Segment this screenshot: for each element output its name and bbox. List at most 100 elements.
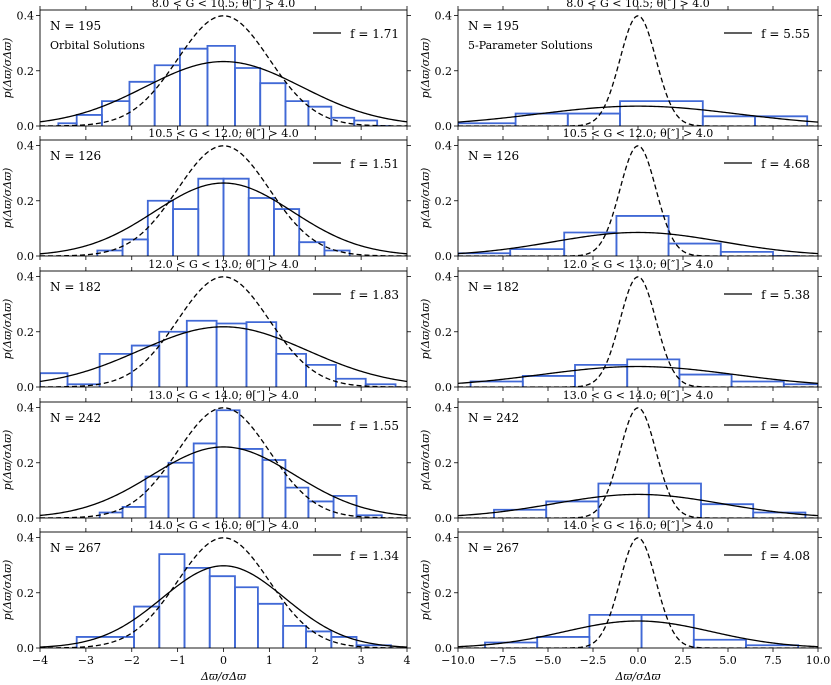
panel-right-4: 0.0 0.2 0.4 p(Δϖ/σΔϖ) 13.0 < G < 14.0; θ[″] …	[419, 389, 822, 525]
histogram	[458, 100, 809, 126]
panel-title: 8.0 < G < 10.5; θ[″] > 4.0	[152, 0, 295, 10]
panel-right-3: 0.0 0.2 0.4 p(Δϖ/σΔϖ) 12.0 < G < 13.0; θ[″] …	[419, 258, 822, 394]
legend-f-label: f = 4.68	[761, 157, 810, 171]
histogram	[484, 613, 800, 648]
histogram-bar	[75, 636, 135, 648]
histogram-bar	[172, 208, 200, 256]
panel-title: 10.5 < G < 12.0; θ[″] > 4.0	[148, 127, 298, 140]
x-tick-label: −2.5	[580, 654, 607, 667]
x-tick-label: −10.0	[441, 654, 475, 667]
scaled-normal-curve	[458, 620, 818, 648]
histogram-bar	[640, 613, 695, 648]
x-tick-label: −3	[78, 654, 94, 667]
histogram-bar	[257, 602, 285, 648]
histogram-bar	[284, 100, 310, 126]
unit-normal-curve	[458, 276, 818, 387]
y-tick-label: 0.0	[435, 381, 453, 394]
y-tick-label: 0.2	[435, 195, 453, 208]
y-axis-label: p(Δϖ/σΔϖ)	[419, 38, 432, 99]
sample-size-label: N = 267	[468, 541, 519, 555]
histogram-bar	[700, 503, 755, 518]
histogram-bar	[121, 238, 149, 256]
histogram-bar	[647, 482, 702, 518]
histogram-bar	[353, 119, 379, 126]
x-tick-label: −7.5	[490, 654, 517, 667]
histogram-bar	[282, 625, 307, 648]
sample-size-label: N = 182	[50, 280, 101, 294]
y-tick-label: 0.2	[435, 65, 453, 78]
legend-f-label: f = 4.67	[761, 419, 810, 433]
histogram-bar	[745, 644, 800, 648]
histogram-bar	[678, 373, 733, 387]
y-tick-label: 0.4	[435, 402, 453, 415]
histogram-bar	[588, 613, 643, 648]
histogram-bar	[183, 567, 211, 648]
histogram	[458, 215, 800, 256]
y-axis-label: p(Δϖ/σΔϖ)	[1, 299, 14, 360]
histogram-bar	[167, 461, 195, 518]
histogram-bar	[730, 380, 785, 387]
legend-f-label: f = 1.71	[350, 27, 399, 41]
x-tick-label: −1	[170, 654, 186, 667]
y-tick-label: 0.0	[17, 250, 35, 263]
y-tick-label: 0.2	[17, 587, 35, 600]
y-axis-label: p(Δϖ/σΔϖ)	[419, 430, 432, 491]
panel-left-5: 0.0 0.2 0.4 p(Δϖ/σΔϖ) 14.0 < G < 16.0; θ[″] …	[1, 519, 411, 683]
histogram-bar	[96, 249, 124, 256]
scaled-normal-curve	[458, 231, 818, 255]
y-tick-label: 0.4	[17, 10, 35, 23]
unit-normal-curve	[458, 15, 818, 126]
histogram-bar	[275, 352, 307, 387]
y-tick-label: 0.0	[435, 250, 453, 263]
scaled-normal-curve	[40, 182, 407, 255]
histogram-bar	[484, 641, 539, 648]
scaled-normal-curve	[40, 60, 407, 123]
panel-left-3: 0.0 0.2 0.4 p(Δϖ/σΔϖ) 12.0 < G < 13.0; θ[″] …	[1, 258, 411, 394]
y-tick-label: 0.0	[435, 512, 453, 525]
histogram	[75, 553, 392, 648]
sample-size-label: N = 242	[468, 411, 519, 425]
scaled-normal-curve	[458, 105, 818, 123]
histogram-bar	[782, 383, 818, 387]
y-tick-label: 0.4	[435, 10, 453, 23]
histogram-bar	[144, 475, 170, 518]
histogram-bar	[98, 352, 133, 387]
panel-right-2: 0.0 0.2 0.4 p(Δϖ/σΔϖ) 10.5 < G < 12.0; θ[″] …	[419, 127, 822, 263]
sample-size-label: N = 242	[50, 411, 101, 425]
panel-title: 12.0 < G < 13.0; θ[″] > 4.0	[148, 258, 298, 271]
histogram-bar	[334, 377, 367, 387]
histogram-bar	[208, 575, 236, 648]
sample-size-label: N = 182	[468, 280, 519, 294]
y-tick-label: 0.4	[17, 140, 35, 153]
y-tick-label: 0.0	[17, 642, 35, 655]
panel-left-4: 0.0 0.2 0.4 p(Δϖ/σΔϖ) 13.0 < G < 14.0; θ[″] …	[1, 389, 411, 525]
y-tick-label: 0.4	[435, 271, 453, 284]
y-tick-label: 0.4	[17, 402, 35, 415]
x-axis-label: Δϖ/σΔϖ	[614, 670, 661, 683]
x-tick-label: 5.0	[719, 654, 737, 667]
histogram-bar	[752, 511, 807, 518]
x-tick-label: −4	[32, 654, 48, 667]
histogram-bar	[206, 45, 236, 126]
histogram-bar	[273, 208, 301, 256]
histogram-bar	[701, 115, 756, 126]
solution-type-label: Orbital Solutions	[50, 39, 145, 52]
panel-title: 13.0 < G < 14.0; θ[″] > 4.0	[148, 389, 298, 402]
histogram-bar	[719, 250, 774, 256]
histogram-bar	[234, 586, 259, 648]
y-axis-label: p(Δϖ/σΔϖ)	[419, 560, 432, 621]
legend-f-label: f = 1.55	[350, 419, 399, 433]
y-tick-label: 0.4	[17, 532, 35, 545]
histogram-bar	[40, 372, 69, 387]
histogram-bar	[332, 495, 358, 518]
sample-size-label: N = 126	[468, 149, 519, 163]
x-axis-label: Δϖ/σΔϖ	[200, 670, 247, 683]
histogram-bar	[192, 442, 218, 518]
legend-f-label: f = 1.83	[350, 288, 399, 302]
histogram-bar	[222, 177, 250, 256]
histogram-bar	[626, 358, 681, 387]
histogram-bar	[215, 409, 241, 518]
histogram	[469, 358, 818, 387]
histogram-bar	[493, 508, 548, 518]
